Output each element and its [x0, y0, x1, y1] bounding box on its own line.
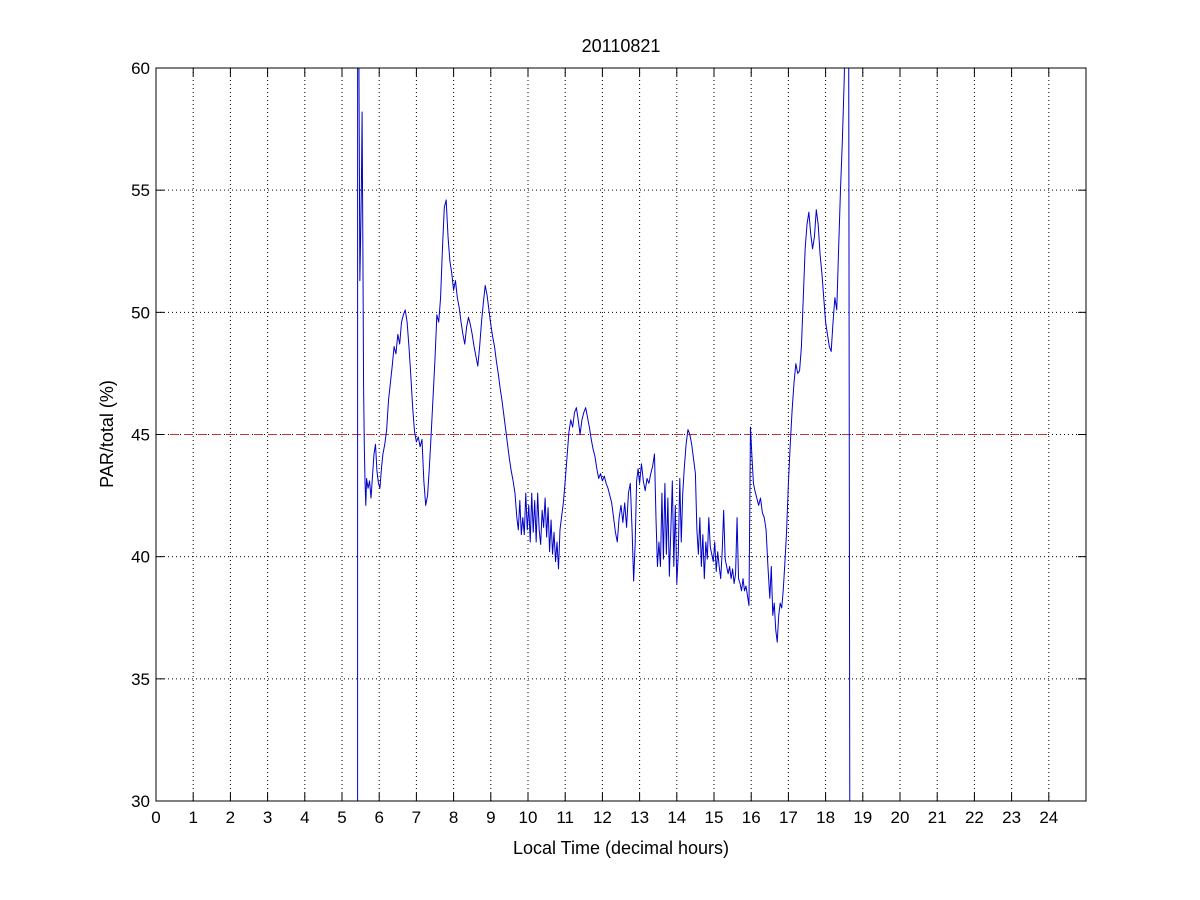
y-tick-label: 55: [131, 181, 150, 200]
x-tick-label: 17: [779, 808, 798, 827]
x-tick-label: 2: [226, 808, 235, 827]
x-tick-label: 10: [519, 808, 538, 827]
y-tick-label: 30: [131, 792, 150, 811]
x-tick-label: 19: [853, 808, 872, 827]
ticks: [155, 67, 1086, 802]
x-tick-label: 1: [188, 808, 197, 827]
x-tick-label: 4: [300, 808, 309, 827]
x-tick-label: 21: [928, 808, 947, 827]
x-tick-label: 11: [556, 808, 574, 827]
series-layer: [357, 68, 851, 801]
x-tick-labels: 0 1 2 3 4 5 6 7 8 9 10 11 12 13 14 15 16 17 18 19 20 21 22 23 24: [151, 808, 1058, 827]
x-tick-label: 14: [667, 808, 686, 827]
x-tick-label: 7: [412, 808, 421, 827]
x-tick-label: 12: [593, 808, 612, 827]
y-tick-label: 60: [131, 59, 150, 78]
x-tick-label: 15: [705, 808, 724, 827]
y-tick-label: 50: [131, 303, 150, 322]
y-tick-label: 35: [131, 670, 150, 689]
x-tick-label: 22: [965, 808, 984, 827]
x-tick-label: 20: [891, 808, 910, 827]
x-tick-label: 9: [486, 808, 495, 827]
x-tick-label: 16: [742, 808, 761, 827]
chart-title: 20110821: [582, 36, 661, 56]
x-tick-label: 0: [151, 808, 160, 827]
x-tick-label: 8: [449, 808, 458, 827]
x-tick-label: 3: [263, 808, 272, 827]
y-tick-label: 40: [131, 548, 150, 567]
y-tick-labels: 30 35 40 45 50 55 60: [131, 59, 150, 811]
y-axis-label: PAR/total (%): [97, 380, 117, 488]
x-tick-label: 18: [816, 808, 835, 827]
y-tick-label: 45: [131, 426, 150, 445]
x-tick-label: 23: [1002, 808, 1021, 827]
x-tick-label: 5: [337, 808, 346, 827]
x-tick-label: 24: [1039, 808, 1058, 827]
x-tick-label: 6: [374, 808, 383, 827]
x-axis-label: Local Time (decimal hours): [513, 838, 729, 858]
x-tick-label: 13: [630, 808, 649, 827]
series-line-par-total: [357, 68, 851, 801]
